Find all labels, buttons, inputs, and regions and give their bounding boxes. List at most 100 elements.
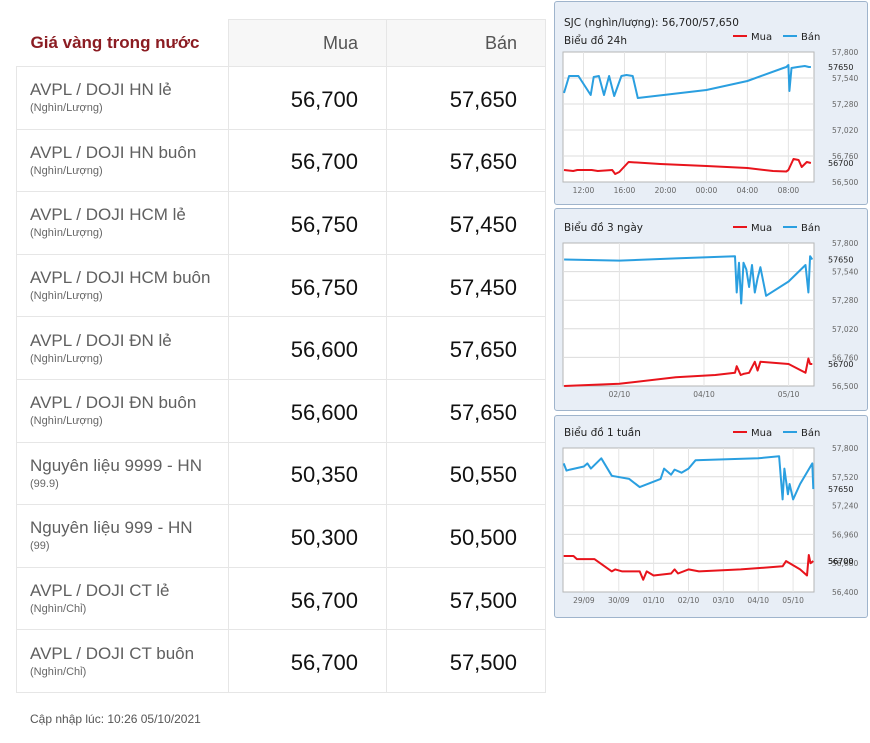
table-row: Nguyên liệu 9999 - HN (99.9) 50,350 50,550 <box>16 441 546 506</box>
series-line-sell <box>563 64 811 99</box>
legend-label-sell: Bán <box>801 31 820 43</box>
chart-header: SJC (nghìn/lượng): 56,700/57,650 <box>564 17 739 29</box>
chart-title: Biểu đồ 3 ngày <box>564 221 643 234</box>
row-label-cell: AVPL / DOJI HCM buôn (Nghìn/Lượng) <box>16 253 229 318</box>
chart-24h: SJC (nghìn/lượng): 56,700/57,650 Biểu đồ … <box>562 17 858 195</box>
chart-title: Biểu đồ 24h <box>564 34 627 47</box>
row-unit: (Nghìn/Chỉ) <box>30 665 87 678</box>
y-tick-label: 57,540 <box>832 268 858 277</box>
y-tick-label: 57,020 <box>832 126 858 135</box>
series-line-sell <box>564 255 814 305</box>
y-tick-label: 56,680 <box>832 559 858 568</box>
y-tick-label: 56,500 <box>832 382 858 391</box>
row-unit: (Nghìn/Lượng) <box>30 290 103 303</box>
last-value-label: 56700 <box>828 557 853 566</box>
row-label-cell: AVPL / DOJI CT lẻ (Nghìn/Chỉ) <box>16 566 229 631</box>
buy-price: 56,700 <box>228 66 387 130</box>
sell-price: 57,650 <box>386 378 546 443</box>
x-tick-label: 00:00 <box>696 186 718 195</box>
x-tick-label: 08:00 <box>778 186 800 195</box>
x-tick-label: 02/10 <box>609 390 631 399</box>
row-label-cell: AVPL / DOJI CT buôn (Nghìn/Chỉ) <box>16 629 229 693</box>
last-value-label: 57650 <box>828 63 853 72</box>
x-tick-label: 03/10 <box>713 596 735 605</box>
x-tick-label: 29/09 <box>573 596 595 605</box>
x-tick-label: 01/10 <box>643 596 665 605</box>
gold-price-table: Giá vàng trong nước Mua Bán AVPL / DOJI … <box>16 19 546 693</box>
row-label-cell: AVPL / DOJI HN lẻ (Nghìn/Lượng) <box>16 66 229 130</box>
row-unit: (Nghìn/Lượng) <box>30 352 103 365</box>
y-tick-label: 56,760 <box>832 353 858 362</box>
series-line-buy <box>563 554 814 581</box>
y-tick-label: 57,280 <box>832 100 858 109</box>
row-unit: (Nghìn/Lượng) <box>30 164 103 177</box>
chart-3-days: Biểu đồ 3 ngày Mua Bán 57,800 57,540 57,280 57… <box>562 221 858 399</box>
legend-label-buy: Mua <box>751 32 772 43</box>
row-name: Nguyên liệu 999 - HN <box>30 518 193 538</box>
y-tick-label: 56,760 <box>832 152 858 161</box>
row-label-cell: Nguyên liệu 999 - HN (99) <box>16 504 229 568</box>
legend-label-buy: Mua <box>751 428 772 439</box>
column-header-sell: Bán <box>386 19 546 67</box>
x-tick-label: 05/10 <box>778 390 800 399</box>
table-row: AVPL / DOJI HN buôn (Nghìn/Lượng) 56,700 57… <box>16 128 546 193</box>
x-tick-label: 04:00 <box>737 186 759 195</box>
row-label-cell: AVPL / DOJI ĐN lẻ (Nghìn/Lượng) <box>16 316 229 380</box>
y-tick-label: 57,540 <box>832 74 858 83</box>
table-row: Nguyên liệu 999 - HN (99) 50,300 50,500 <box>16 504 546 568</box>
plot-area <box>562 242 815 387</box>
row-unit: (Nghìn/Lượng) <box>30 415 103 428</box>
legend-label-sell: Bán <box>801 427 820 439</box>
sell-price: 57,450 <box>386 253 546 318</box>
buy-price: 50,350 <box>228 441 387 506</box>
row-label-cell: AVPL / DOJI HN buôn (Nghìn/Lượng) <box>16 128 229 193</box>
row-name: Nguyên liệu 9999 - HN <box>30 455 202 475</box>
row-name: AVPL / DOJI HN buôn <box>30 142 197 162</box>
y-tick-label: 57,800 <box>832 444 858 453</box>
sell-price: 57,650 <box>386 66 546 130</box>
y-tick-label: 57,800 <box>832 48 858 57</box>
buy-price: 56,750 <box>228 191 387 255</box>
chart-1-week: Biểu đồ 1 tuần Mua Bán 57,800 57,520 57,240 56… <box>562 426 858 605</box>
last-value-label: 57650 <box>828 256 853 265</box>
x-tick-label: 04/10 <box>693 390 715 399</box>
chart-title: Biểu đồ 1 tuần <box>564 426 641 439</box>
buy-price: 56,700 <box>228 566 387 631</box>
row-name: AVPL / DOJI CT buôn <box>30 643 195 663</box>
chart-panel-3-days: Biểu đồ 3 ngày Mua Bán 57,800 57,540 57,280 57… <box>554 208 868 411</box>
sell-price: 57,650 <box>386 128 546 193</box>
x-tick-label: 16:00 <box>614 186 636 195</box>
buy-price: 50,300 <box>228 504 387 568</box>
x-tick-label: 30/09 <box>608 596 630 605</box>
buy-price: 56,750 <box>228 253 387 318</box>
last-value-label: 56700 <box>828 159 853 168</box>
last-value-label: 56700 <box>828 360 853 369</box>
table-row: AVPL / DOJI HN lẻ (Nghìn/Lượng) 56,700 57,6… <box>16 66 546 130</box>
x-tick-label: 20:00 <box>655 186 677 195</box>
x-tick-label: 04/10 <box>747 596 769 605</box>
row-name: AVPL / DOJI HCM lẻ <box>30 205 186 225</box>
update-timestamp: Cập nhập lúc: 10:26 05/10/2021 <box>30 712 201 726</box>
y-tick-label: 57,520 <box>832 473 858 482</box>
table-row: AVPL / DOJI ĐN buôn (Nghìn/Lượng) 56,600 57… <box>16 378 546 443</box>
sell-price: 57,500 <box>386 629 546 693</box>
last-value-label: 56700 <box>828 557 853 566</box>
sell-price: 50,550 <box>386 441 546 506</box>
y-tick-label: 57,240 <box>832 502 858 511</box>
y-tick-label: 57,280 <box>832 296 858 305</box>
row-label-cell: Nguyên liệu 9999 - HN (99.9) <box>16 441 229 506</box>
plot-area <box>562 51 815 183</box>
row-name: AVPL / DOJI HN lẻ <box>30 80 172 100</box>
chart-panel-24h: SJC (nghìn/lượng): 56,700/57,650 Biểu đồ … <box>554 1 868 205</box>
table-row: AVPL / DOJI HCM buôn (Nghìn/Lượng) 56,750 5… <box>16 253 546 318</box>
table-row: AVPL / DOJI CT lẻ (Nghìn/Chỉ) 56,700 57,500 <box>16 566 546 631</box>
row-label-cell: AVPL / DOJI HCM lẻ (Nghìn/Lượng) <box>16 191 229 255</box>
sell-price: 57,650 <box>386 316 546 380</box>
row-name: AVPL / DOJI ĐN lẻ <box>30 330 172 350</box>
buy-price: 56,700 <box>228 629 387 693</box>
x-tick-label: 05/10 <box>782 596 804 605</box>
table-title: Giá vàng trong nước <box>16 19 229 67</box>
row-unit: (99.9) <box>30 477 59 490</box>
row-unit: (Nghìn/Lượng) <box>30 102 103 115</box>
legend-label-buy: Mua <box>751 223 772 234</box>
